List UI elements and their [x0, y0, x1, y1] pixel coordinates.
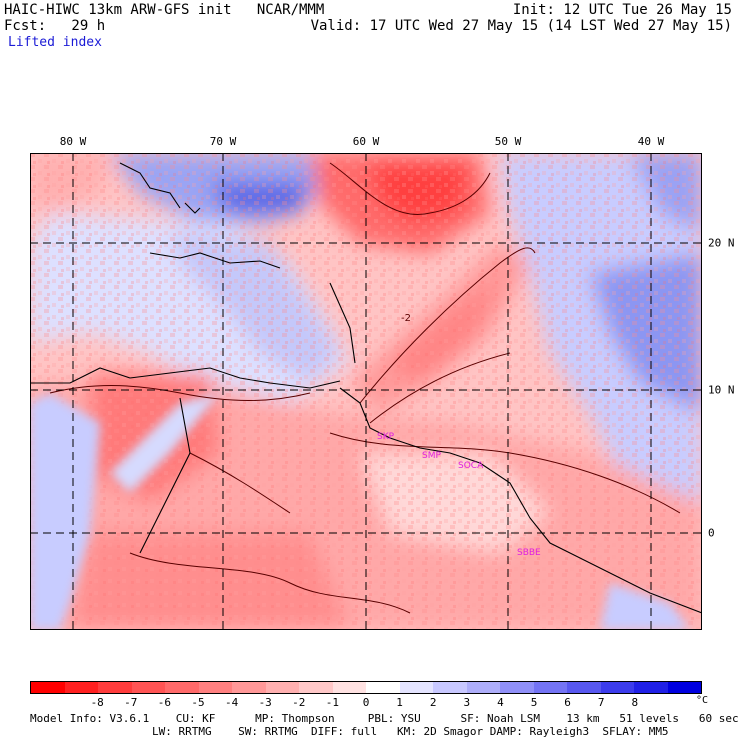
colorbar-cell	[332, 682, 366, 693]
lon-label-40w: 40 W	[637, 135, 665, 148]
colorbar-tick-label: -5	[191, 696, 205, 709]
colorbar-cell	[366, 682, 400, 693]
colorbar-cell	[98, 682, 132, 693]
station-label: SKP	[377, 432, 395, 442]
colorbar-tick-label: 5	[530, 696, 538, 709]
contour-label: -2	[401, 313, 411, 324]
colorbar-tick-label: -4	[224, 696, 239, 709]
colorbar-cell	[500, 682, 534, 693]
colorbar-cell	[399, 682, 433, 693]
colorbar-cell	[198, 682, 232, 693]
footer-physics-info: LW: RRTMG SW: RRTMG DIFF: full KM: 2D Sm…	[152, 725, 669, 738]
colorbar-cell	[433, 682, 467, 693]
station-label: SMP	[422, 451, 441, 461]
lat-label-0: 0	[708, 526, 715, 540]
colorbar-cell	[31, 682, 65, 693]
lon-label-50w: 50 W	[494, 135, 522, 148]
contour-lines	[49, 162, 681, 614]
colorbar-tick-label: 4	[497, 696, 504, 709]
map-frame	[30, 153, 702, 630]
footer-model-info: Model Info: V3.6.1 CU: KF MP: Thompson P…	[30, 712, 739, 725]
colorbar-tick-label: 8	[631, 696, 639, 709]
colorbar-cell	[165, 682, 199, 693]
station-label: SOCA	[458, 461, 484, 471]
lon-label-70w: 70 W	[209, 135, 237, 148]
colorbar-tick-label: -2	[292, 696, 306, 709]
header-valid-time: Valid: 17 UTC Wed 27 May 15 (14 LST Wed …	[310, 18, 732, 34]
colorbar-cell	[634, 682, 668, 693]
colorbar-cell	[265, 682, 299, 693]
colorbar-unit: °C	[696, 695, 709, 706]
header-title: HAIC-HIWC 13km ARW-GFS init NCAR/MMM	[4, 2, 325, 18]
colorbar-tick-label: 3	[463, 696, 471, 709]
colorbar-cell	[64, 682, 98, 693]
colorbar-tick-label: 7	[597, 696, 605, 709]
colorbar-cell	[533, 682, 567, 693]
lat-label-10n: 10 N	[708, 383, 735, 397]
colorbar-tick-label: -1	[325, 696, 340, 709]
colorbar-cell	[600, 682, 634, 693]
lat-label-20n: 20 N	[708, 236, 735, 250]
colorbar-cell	[131, 682, 165, 693]
lon-label-80w: 80 W	[59, 135, 87, 148]
colorbar-cell	[232, 682, 266, 693]
lifted-index-map: -2 SKP SMP SOCA SBBE	[30, 153, 702, 630]
colorbar-tick-label: -6	[157, 696, 172, 709]
stations: SKP SMP SOCA SBBE	[377, 432, 541, 558]
lon-label-60w: 60 W	[352, 135, 380, 148]
colorbar-tick-label: 6	[564, 696, 571, 709]
colorbar-tick-label: -3	[258, 696, 272, 709]
colorbar-tick-label: 2	[429, 696, 437, 709]
colorbar	[30, 681, 702, 694]
header-init-time: Init: 12 UTC Tue 26 May 15	[512, 2, 732, 18]
station-label: SBBE	[517, 548, 541, 558]
colorbar-cell	[299, 682, 333, 693]
field-name: Lifted index	[8, 35, 102, 50]
colorbar-cell	[466, 682, 500, 693]
colorbar-tick-label: 1	[396, 696, 403, 709]
colorbar-tick-label: -8	[90, 696, 104, 709]
colorbar-tick-label: -7	[124, 696, 138, 709]
colorbar-tick-label: 0	[362, 696, 370, 709]
map-canvas: -2 SKP SMP SOCA SBBE	[30, 153, 702, 630]
andes-strip	[30, 393, 690, 630]
colorbar-cell	[667, 682, 701, 693]
header-forecast-hour: Fcst: 29 h	[4, 18, 106, 34]
graticule	[30, 153, 702, 630]
colorbar-cell	[567, 682, 601, 693]
